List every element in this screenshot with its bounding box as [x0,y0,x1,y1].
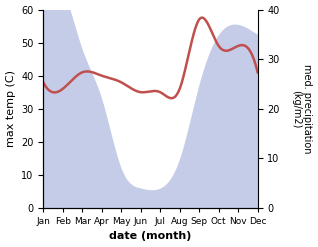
Y-axis label: max temp (C): max temp (C) [5,70,16,147]
X-axis label: date (month): date (month) [109,231,192,242]
Y-axis label: med. precipitation
(kg/m2): med. precipitation (kg/m2) [291,64,313,153]
